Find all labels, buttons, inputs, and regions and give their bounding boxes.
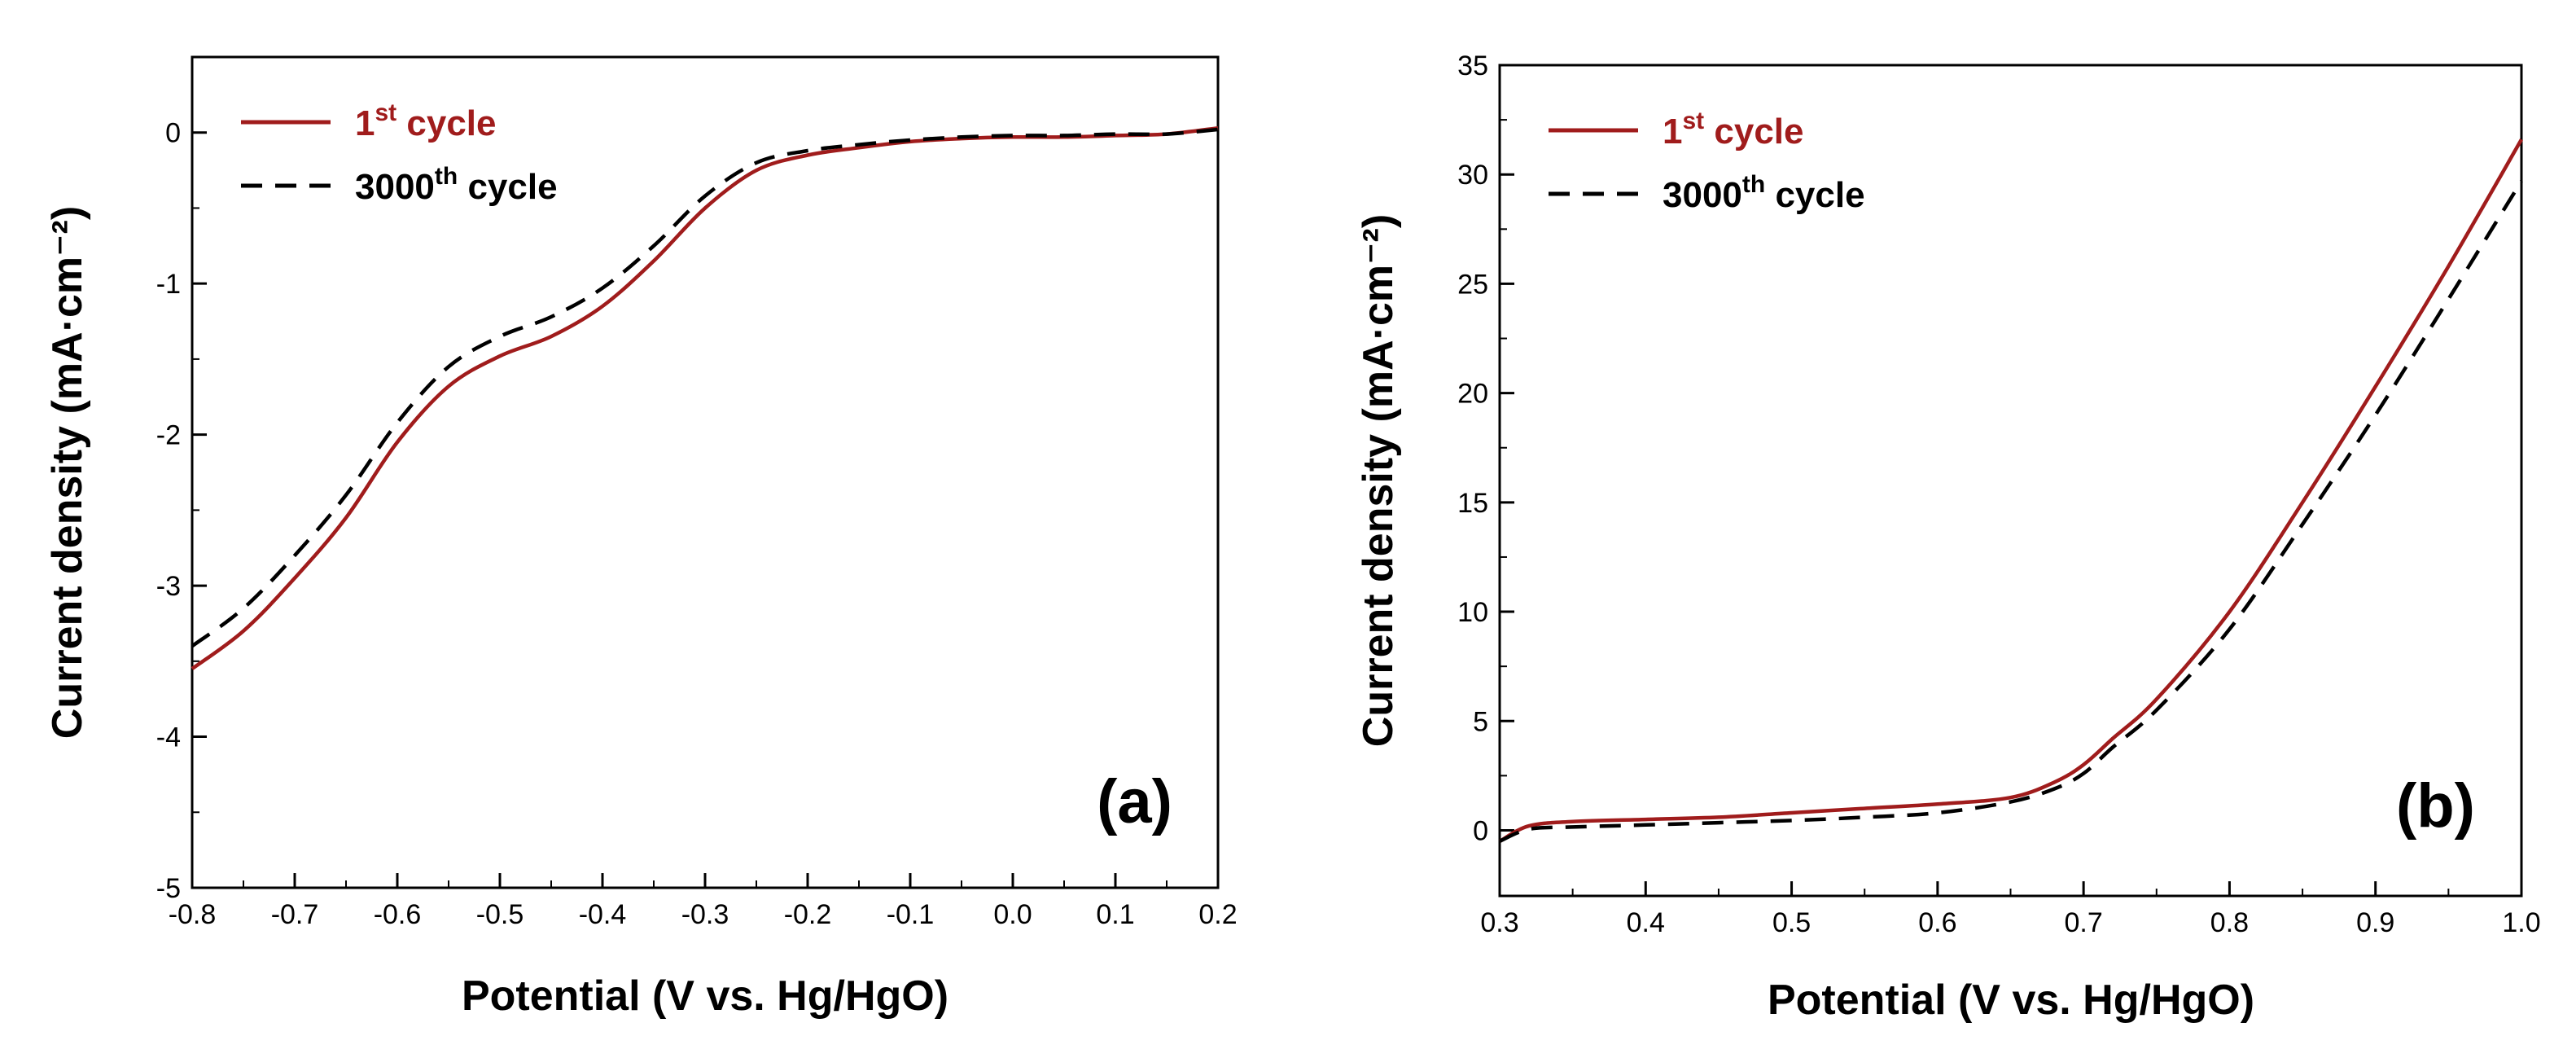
y-tick-label: -5: [156, 873, 181, 904]
x-tick-label: -0.5: [476, 899, 524, 930]
legend-label-sup: st: [375, 99, 396, 126]
legend-label: 1st cycle: [355, 99, 497, 143]
y-tick-label: 5: [1473, 706, 1488, 737]
y-tick-label: -1: [156, 269, 181, 300]
x-tick-label: 0.1: [1096, 899, 1134, 930]
axis-ticks: -0.8 -0.7 -0.6 -0.5 -0.4 -0.3 -0.2 -0.1 0.0 0.1 0.…: [156, 118, 1238, 930]
legend-label-tail: cycle: [458, 167, 557, 207]
legend-label-main: 1: [355, 103, 375, 143]
legend-label-sup: th: [1742, 171, 1765, 198]
x-tick-label: 0.2: [1198, 899, 1237, 930]
x-axis-label: Potential (V vs. Hg/HgO): [1768, 977, 2254, 1024]
x-axis-label: Potential (V vs. Hg/HgO): [462, 972, 948, 1020]
legend-label: 1st cycle: [1663, 108, 1804, 151]
x-tick-label: 0.8: [2210, 907, 2249, 938]
y-tick-label: 0: [165, 118, 181, 149]
x-tick-label: 1.0: [2502, 907, 2540, 938]
legend-label-tail: cycle: [1704, 112, 1803, 151]
plot-frame: [1498, 64, 2523, 898]
legend-label-tail: cycle: [396, 103, 496, 143]
panel-label: (b): [2396, 771, 2475, 841]
legend-label-sup: st: [1682, 108, 1704, 134]
series-line: [191, 127, 1219, 648]
x-tick-label: 0.6: [1918, 907, 1956, 938]
panel-label: (a): [1097, 767, 1172, 836]
y-tick-label: -4: [156, 722, 181, 753]
y-tick-label: -3: [156, 571, 181, 602]
legend-label-main: 3000: [355, 167, 435, 207]
legend-label-main: 1: [1663, 112, 1682, 151]
y-tick-label: 10: [1457, 597, 1488, 628]
x-tick-label: 0.7: [2065, 907, 2103, 938]
x-tick-label: 0.9: [2356, 907, 2394, 938]
series-line: [191, 125, 1219, 670]
x-tick-label: 0.5: [1772, 907, 1811, 938]
x-tick-label: 0.4: [1627, 907, 1665, 938]
series-line: [1498, 138, 2523, 843]
chart-panel-b: 0.3 0.4 0.5 0.6 0.7 0.8 0.9 1.0 0 5 10 15 20 25 30 35 P…: [1355, 50, 2541, 1024]
axis-ticks: 0.3 0.4 0.5 0.6 0.7 0.8 0.9 1.0 0 5 10 15 20 25 30 35: [1457, 50, 2540, 938]
y-tick-label: 15: [1457, 488, 1488, 519]
y-axis-label: Current density (mA·cm⁻²): [1355, 214, 1402, 747]
chart-panel-a: -0.8 -0.7 -0.6 -0.5 -0.4 -0.3 -0.2 -0.1 0.0 0.1 0.…: [44, 55, 1238, 1020]
y-axis-label: Current density (mA·cm⁻²): [44, 206, 91, 739]
x-tick-label: -0.6: [374, 899, 422, 930]
legend-label-main: 3000: [1663, 175, 1742, 215]
y-tick-label: 30: [1457, 160, 1488, 191]
x-tick-label: -0.4: [579, 899, 627, 930]
series-group: [191, 125, 1219, 670]
legend-label: 3000th cycle: [355, 163, 558, 207]
y-tick-label: 0: [1473, 815, 1488, 846]
x-tick-label: -0.3: [681, 899, 729, 930]
x-tick-label: -0.2: [784, 899, 832, 930]
y-tick-label: 35: [1457, 50, 1488, 81]
x-tick-label: -0.1: [887, 899, 935, 930]
legend-label: 3000th cycle: [1663, 171, 1865, 215]
x-tick-label: -0.8: [169, 899, 217, 930]
legend-label-sup: th: [435, 163, 458, 190]
legend-label-tail: cycle: [1765, 175, 1864, 215]
y-tick-label: 20: [1457, 379, 1488, 410]
x-tick-label: 0.0: [993, 899, 1032, 930]
series-line: [1499, 180, 2523, 843]
x-tick-label: 0.3: [1480, 907, 1518, 938]
series-group: [1498, 138, 2523, 843]
plot-frame: [191, 55, 1220, 889]
x-tick-label: -0.7: [271, 899, 319, 930]
y-tick-label: 25: [1457, 269, 1488, 300]
y-tick-label: -2: [156, 420, 181, 451]
